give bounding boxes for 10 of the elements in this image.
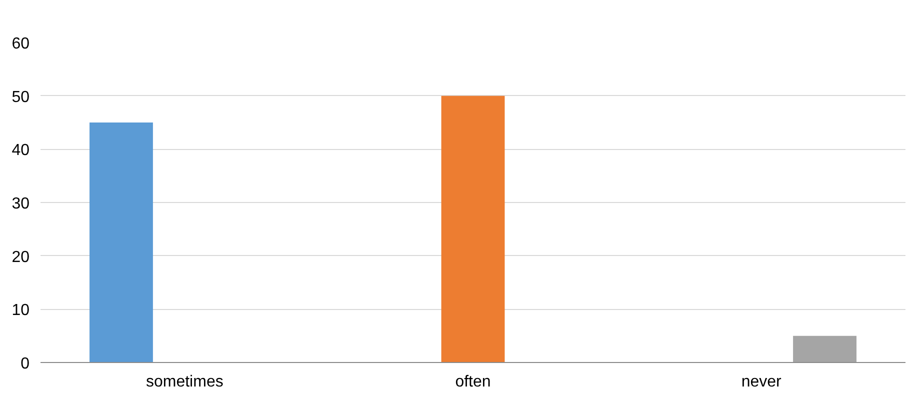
y-tick-label: 0 [20, 356, 30, 372]
y-tick-label: 30 [12, 196, 30, 212]
y-tick-label: 20 [12, 248, 30, 266]
y-tick-label: 60 [12, 36, 30, 52]
x-tick-label: never [741, 374, 782, 390]
x-tick-label: sometimes [146, 374, 224, 390]
x-tick-label: often [455, 374, 491, 390]
y-tick-label: 10 [12, 302, 30, 320]
y-tick-label: 50 [12, 88, 30, 106]
y-tick-label: 40 [12, 142, 30, 160]
